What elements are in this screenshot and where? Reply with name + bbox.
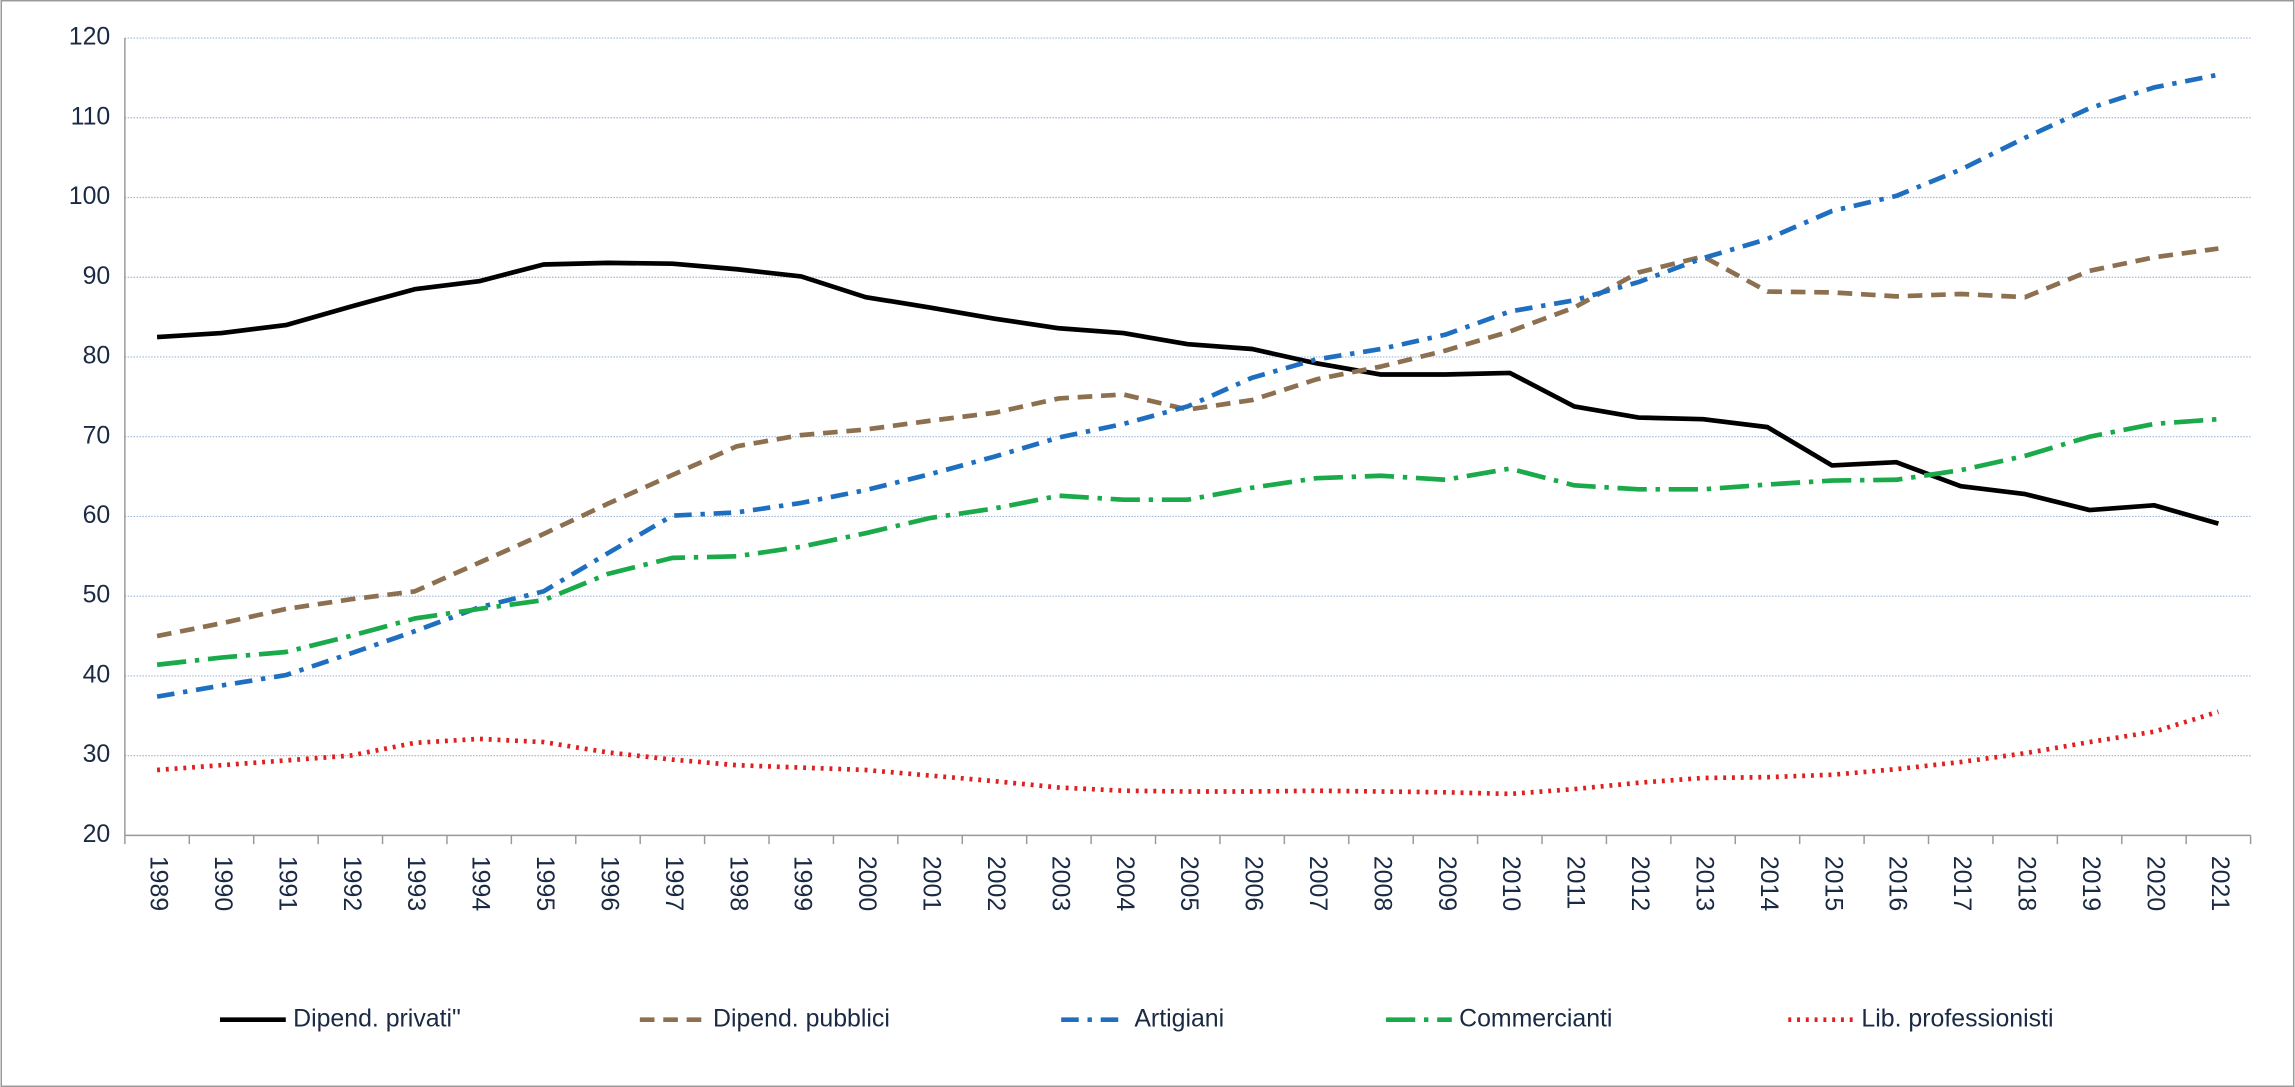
- x-tick-label: 1997: [660, 856, 688, 911]
- x-tick-label: 2021: [2206, 856, 2234, 911]
- legend-label: Dipend. pubblici: [713, 1004, 890, 1032]
- y-tick-label: 40: [83, 660, 111, 688]
- x-tick-label: 2014: [1755, 856, 1783, 911]
- x-tick-label: 2019: [2077, 856, 2105, 911]
- x-tick-label: 2020: [2141, 856, 2169, 911]
- y-tick-label: 110: [71, 102, 111, 130]
- y-tick-label: 20: [83, 820, 111, 848]
- x-tick-label: 2004: [1111, 856, 1139, 911]
- x-tick-label: 1990: [209, 856, 237, 911]
- legend-item: Dipend. privati": [219, 1004, 461, 1032]
- x-tick-label: 2005: [1175, 856, 1203, 911]
- x-tick-label: 1998: [724, 856, 752, 911]
- series-line: [156, 416, 2219, 668]
- y-tick-label: 70: [83, 421, 111, 449]
- series-line: [156, 260, 2220, 526]
- legend-label: Commercianti: [1459, 1004, 1612, 1032]
- legend-label: Dipend. privati": [293, 1004, 461, 1032]
- y-tick-label: 50: [83, 581, 111, 609]
- x-tick-label: 1996: [595, 856, 623, 911]
- x-tick-label: 2015: [1819, 856, 1847, 911]
- x-tick-label: 2012: [1626, 856, 1654, 911]
- x-tick-label: 2017: [1948, 856, 1976, 911]
- legend-label: Artigiani: [1134, 1004, 1224, 1032]
- legend-item: Commercianti: [1385, 1004, 1612, 1032]
- legend-item: Dipend. pubblici: [639, 1004, 890, 1032]
- x-tick-label: 2013: [1690, 856, 1718, 911]
- x-tick-label: 2007: [1304, 856, 1332, 911]
- y-tick-label: 90: [83, 262, 111, 290]
- series-line: [156, 246, 2219, 639]
- y-tick-label: 60: [83, 501, 111, 529]
- x-tick-label: 2010: [1497, 856, 1525, 911]
- y-tick-label: 100: [69, 182, 110, 210]
- x-tick-label: 2011: [1562, 856, 1590, 909]
- legend-label: Lib. professionisti: [1861, 1004, 2053, 1032]
- legend-item: Artigiani: [1061, 1004, 1224, 1032]
- x-tick-label: 1994: [467, 856, 495, 911]
- legend-item: Lib. professionisti: [1788, 1004, 2054, 1032]
- series-line: [156, 72, 2219, 699]
- x-tick-label: 1991: [273, 856, 301, 911]
- x-tick-label: 2009: [1433, 856, 1461, 911]
- x-tick-label: 1989: [145, 856, 173, 911]
- y-tick-label: 30: [83, 740, 111, 768]
- series-line: [156, 709, 2220, 797]
- y-tick-label: 120: [69, 23, 110, 51]
- x-tick-label: 1993: [402, 856, 430, 911]
- x-tick-label: 2002: [982, 856, 1010, 911]
- x-tick-label: 1992: [338, 856, 366, 911]
- x-tick-label: 1995: [531, 856, 559, 911]
- x-tick-label: 2000: [853, 856, 881, 911]
- x-tick-label: 2016: [1884, 856, 1912, 911]
- y-tick-label: 80: [83, 342, 111, 370]
- x-tick-label: 2006: [1240, 856, 1268, 911]
- x-tick-label: 2008: [1368, 856, 1396, 911]
- x-tick-label: 1999: [789, 856, 817, 911]
- x-tick-label: 2001: [918, 856, 946, 911]
- x-tick-label: 2003: [1046, 856, 1074, 911]
- x-tick-label: 2018: [2013, 856, 2041, 911]
